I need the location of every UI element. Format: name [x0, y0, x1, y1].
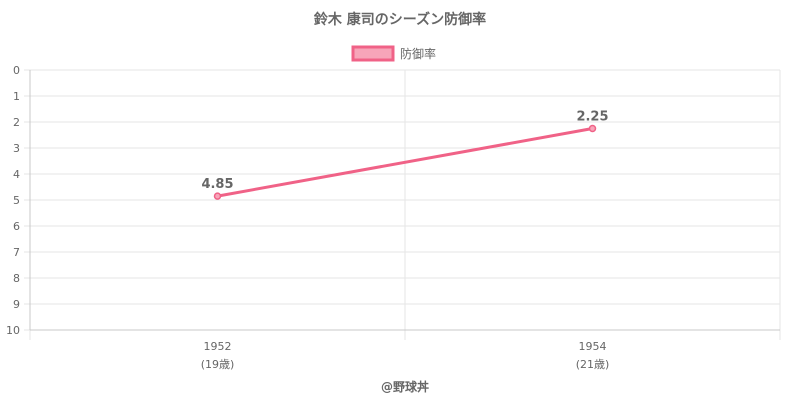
y-tick-label: 8 [13, 272, 20, 285]
chart-title: 鈴木 康司のシーズン防御率 [314, 11, 486, 28]
x-axis-ticks: 1952 (19歳) 1954 (21歳) [201, 340, 610, 371]
y-axis-ticks: 0 1 2 3 4 5 6 7 8 9 10 [6, 64, 20, 337]
series-line [216, 127, 594, 198]
x-tick-label: 1954 [579, 340, 607, 353]
y-tick-label: 10 [6, 324, 20, 337]
data-label: 2.25 [576, 110, 608, 125]
y-tick-label: 9 [13, 298, 20, 311]
data-point [588, 124, 597, 133]
y-tick-label: 4 [13, 168, 20, 181]
y-tick-label: 0 [13, 64, 20, 77]
legend-label: 防御率 [400, 46, 436, 61]
x-tick-sublabel: (19歳) [201, 358, 235, 371]
grid [24, 69, 781, 340]
data-point [213, 192, 222, 200]
axes [29, 70, 780, 331]
y-tick-label: 1 [13, 90, 20, 103]
data-label: 4.85 [201, 177, 233, 192]
x-tick-sublabel: (21歳) [576, 358, 610, 371]
y-tick-label: 5 [13, 194, 20, 207]
series-era: 4.85 2.25 [201, 110, 609, 200]
legend-swatch [351, 45, 395, 62]
legend[interactable]: 防御率 [351, 45, 436, 62]
credit-text: @野球丼 [381, 379, 429, 394]
y-tick-label: 7 [13, 246, 20, 259]
y-tick-label: 2 [13, 116, 20, 129]
y-tick-label: 6 [13, 220, 20, 233]
x-tick-label: 1952 [204, 340, 232, 353]
y-tick-label: 3 [13, 142, 20, 155]
